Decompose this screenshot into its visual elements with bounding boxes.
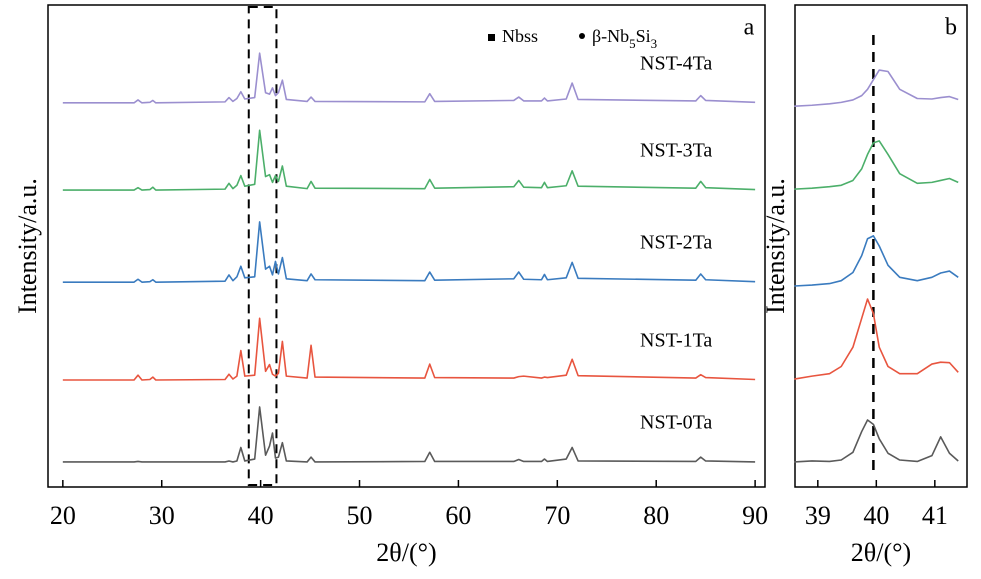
pattern-line	[62, 406, 756, 463]
panel-label: a	[744, 15, 755, 41]
legend-square	[488, 34, 495, 41]
x-tick-label: 40	[863, 501, 889, 530]
y-axis-label: Intensity/a.u.	[13, 178, 42, 314]
x-tick-label: 41	[922, 501, 948, 530]
legend-label: Nbss	[502, 26, 538, 46]
pattern-line	[794, 235, 959, 287]
x-tick-label: 40	[248, 501, 274, 530]
pattern-line	[794, 419, 959, 463]
x-tick-label: 80	[643, 501, 669, 530]
pattern-line	[62, 221, 756, 283]
pattern-line	[62, 317, 756, 381]
series-label: NST-4Ta	[640, 52, 712, 74]
pattern-line	[62, 52, 756, 104]
x-tick-label: 20	[50, 501, 76, 530]
panel-label: b	[945, 15, 957, 41]
series-label: NST-0Ta	[640, 412, 712, 434]
x-axis-label: 2θ/(°)	[851, 538, 911, 567]
legend-dot	[579, 33, 585, 39]
x-tick-label: 39	[805, 501, 831, 530]
x-tick-label: 50	[347, 501, 373, 530]
series-label: NST-3Ta	[640, 140, 712, 162]
pattern-line	[62, 129, 756, 191]
plot-frame	[794, 4, 968, 488]
series-label: NST-2Ta	[640, 232, 712, 254]
series-label: NST-1Ta	[640, 330, 712, 352]
pattern-line	[794, 69, 959, 108]
x-tick-label: 60	[445, 501, 471, 530]
highlight-box	[247, 6, 278, 486]
x-tick-label: 30	[149, 501, 175, 530]
x-tick-label: 90	[742, 501, 768, 530]
x-axis-label: 2θ/(°)	[376, 538, 436, 567]
pattern-line	[794, 140, 959, 190]
legend-label: β-Nb5Si3	[592, 26, 657, 51]
x-tick-label: 70	[544, 501, 570, 530]
plot-frame	[47, 4, 766, 488]
y-axis-label: Intensity/a.u.	[761, 178, 790, 314]
pattern-line	[794, 298, 959, 380]
